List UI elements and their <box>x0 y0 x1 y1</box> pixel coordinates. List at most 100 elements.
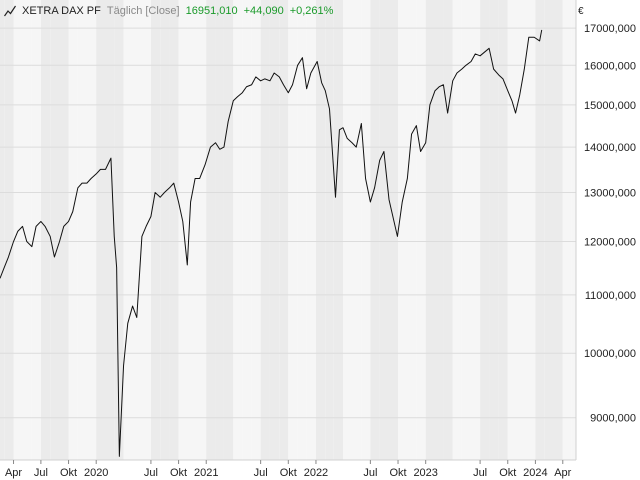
month-band <box>315 0 326 460</box>
month-band <box>416 0 426 460</box>
x-tick-label: Okt <box>170 467 187 479</box>
month-band <box>343 0 353 460</box>
x-tick-label: 2022 <box>304 467 328 479</box>
month-band <box>361 0 371 460</box>
month-band <box>279 0 289 460</box>
month-band <box>223 0 234 460</box>
month-band <box>407 0 417 460</box>
month-band <box>215 0 224 460</box>
month-band <box>68 0 78 460</box>
currency-label: € <box>578 6 584 17</box>
month-band <box>452 0 462 460</box>
month-band <box>333 0 344 460</box>
x-tick-label: Okt <box>60 467 77 479</box>
month-band <box>77 0 87 460</box>
month-band <box>187 0 197 460</box>
y-tick-label: 14000,000 <box>584 142 636 154</box>
price-series-line <box>0 29 543 457</box>
month-band <box>425 0 436 460</box>
month-band <box>0 0 5 460</box>
month-band <box>123 0 133 460</box>
month-band <box>544 0 554 460</box>
month-band <box>571 0 576 460</box>
month-band <box>507 0 518 460</box>
x-tick-label: Okt <box>499 467 516 479</box>
month-band <box>22 0 32 460</box>
instrument-name: XETRA DAX PF <box>22 5 101 17</box>
y-gridlines <box>0 27 576 419</box>
x-tick-label: 2021 <box>194 467 218 479</box>
month-band <box>435 0 444 460</box>
month-band <box>535 0 545 460</box>
month-band <box>4 0 14 460</box>
month-band <box>141 0 151 460</box>
month-band <box>269 0 280 460</box>
month-band <box>379 0 390 460</box>
line-chart-icon <box>4 5 16 17</box>
interval-label: Täglich [Close] <box>106 5 180 17</box>
month-band <box>553 0 563 460</box>
price-change: +44,090 <box>243 5 284 17</box>
month-band <box>196 0 207 460</box>
month-band <box>40 0 51 460</box>
month-band <box>206 0 216 460</box>
month-bands <box>0 0 576 460</box>
month-band <box>86 0 97 460</box>
month-band <box>443 0 453 460</box>
x-tick-label: Okt <box>389 467 406 479</box>
month-band <box>370 0 380 460</box>
chart-header: XETRA DAX PF Täglich [Close] 16951,010 +… <box>4 2 333 20</box>
x-tick-label: Jul <box>254 467 268 479</box>
y-tick-label: 16000,000 <box>584 60 636 72</box>
y-axis-labels: 9000,000 10000,000 11000,000 12000,000 13000… <box>584 23 636 425</box>
month-band <box>489 0 499 460</box>
y-tick-label: 12000,000 <box>584 237 636 249</box>
y-tick-label: 13000,000 <box>584 187 636 199</box>
month-band <box>389 0 399 460</box>
y-tick-label: 15000,000 <box>584 100 636 112</box>
month-band <box>13 0 23 460</box>
month-band <box>132 0 142 460</box>
y-tick-label: 9000,000 <box>590 413 636 425</box>
month-band <box>31 0 41 460</box>
x-tick-label: Jul <box>144 467 158 479</box>
month-band <box>105 0 115 460</box>
month-band <box>471 0 481 460</box>
y-tick-label: 10000,000 <box>584 348 636 360</box>
x-axis-labels: Apr Jul Okt 2020 Jul Okt 2021 Jul Okt 2022 Jul Okt 2… <box>5 460 572 479</box>
month-band <box>398 0 408 460</box>
month-band <box>461 0 472 460</box>
month-band <box>233 0 243 460</box>
month-band <box>480 0 490 460</box>
x-tick-label: Apr <box>5 467 22 479</box>
month-band <box>288 0 298 460</box>
price-change-percent: +0,261% <box>289 5 334 17</box>
y-tick-label: 17000,000 <box>584 23 636 35</box>
month-band <box>517 0 527 460</box>
month-band <box>297 0 307 460</box>
month-band <box>169 0 179 460</box>
month-band <box>498 0 508 460</box>
month-band <box>96 0 106 460</box>
y-tick-label: 11000,000 <box>585 290 636 302</box>
month-band <box>325 0 334 460</box>
month-band <box>59 0 69 460</box>
month-band <box>526 0 536 460</box>
month-band <box>352 0 362 460</box>
x-tick-label: Okt <box>280 467 297 479</box>
x-tick-label: Jul <box>363 467 377 479</box>
month-band <box>242 0 252 460</box>
month-band <box>160 0 170 460</box>
month-band <box>50 0 60 460</box>
last-price: 16951,010 <box>185 5 238 17</box>
month-band <box>260 0 270 460</box>
x-tick-label: 2020 <box>84 467 108 479</box>
month-band <box>150 0 161 460</box>
month-band <box>306 0 316 460</box>
month-band <box>114 0 124 460</box>
month-band <box>251 0 261 460</box>
x-tick-label: Apr <box>554 467 571 479</box>
x-tick-label: Jul <box>473 467 487 479</box>
